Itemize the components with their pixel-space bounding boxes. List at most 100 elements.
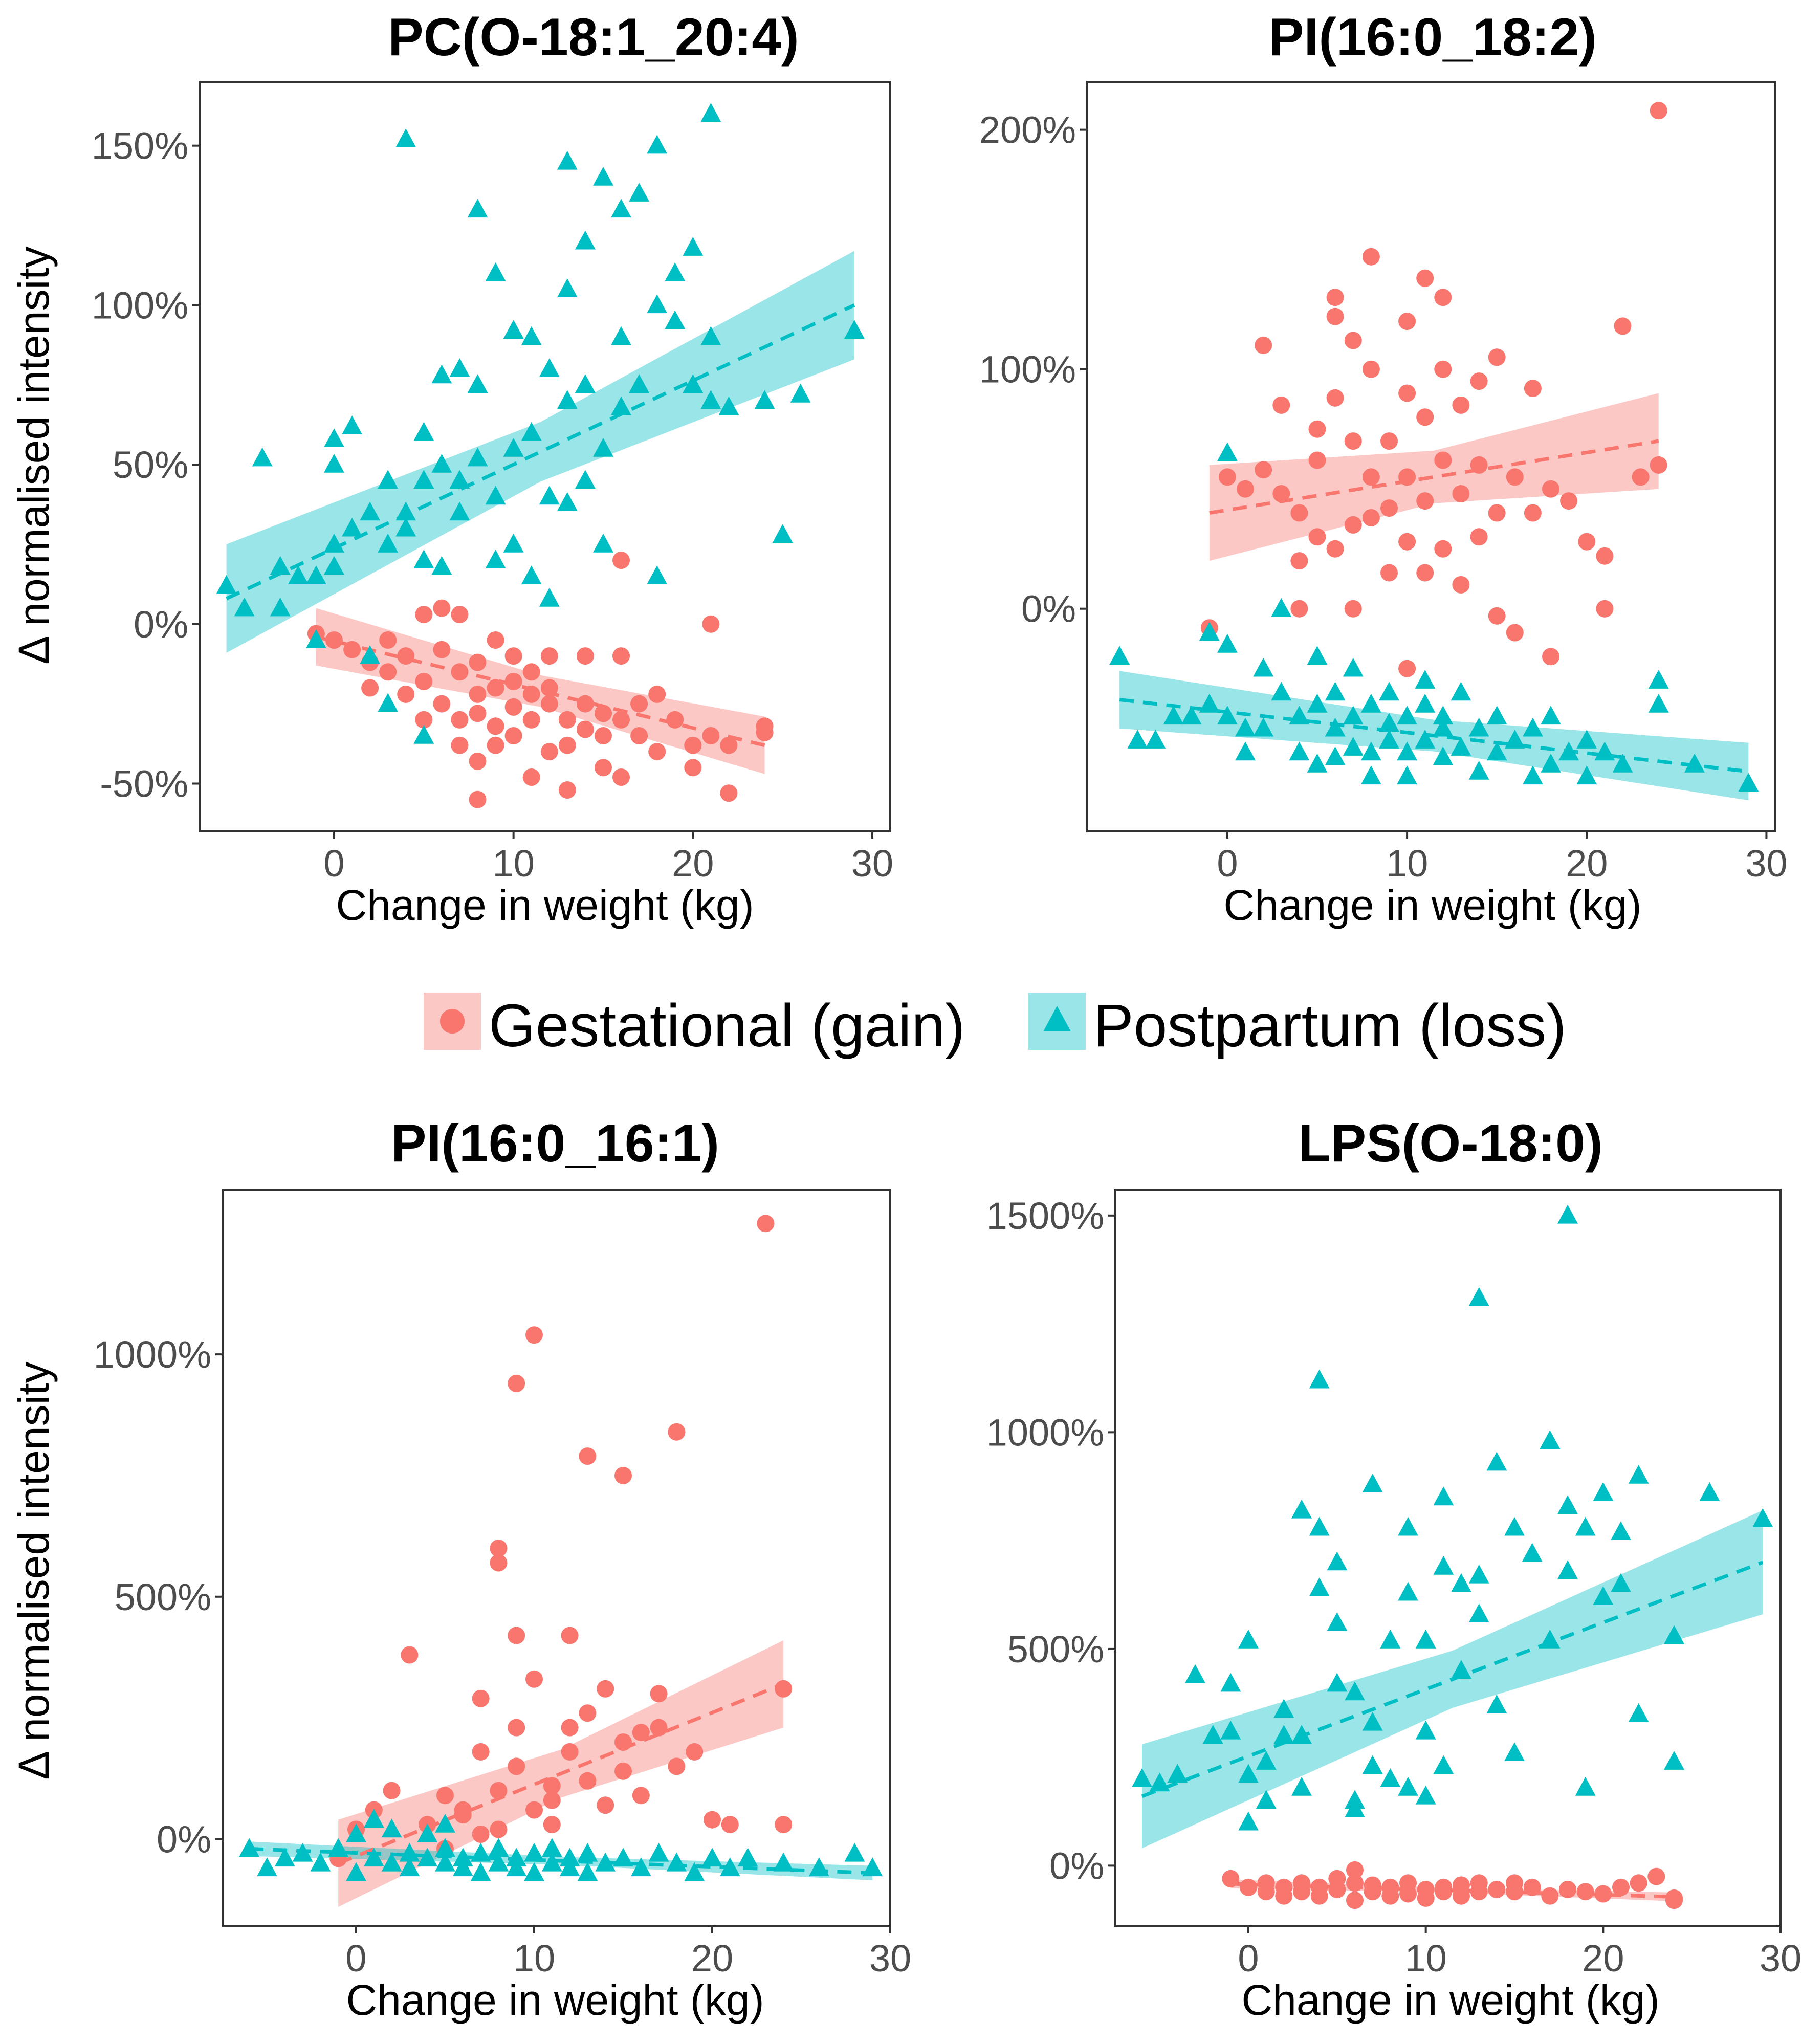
data-point	[1398, 660, 1416, 677]
data-point	[433, 695, 451, 713]
data-point	[435, 1838, 455, 1857]
data-point	[1238, 1811, 1259, 1831]
data-point	[757, 1215, 775, 1233]
data-point	[1560, 492, 1578, 510]
data-point	[665, 262, 686, 281]
data-point	[1452, 485, 1470, 502]
data-point	[1398, 1581, 1418, 1601]
data-point	[469, 685, 487, 703]
data-point	[363, 1809, 384, 1828]
data-point	[1541, 706, 1561, 725]
y-tick-label: 500%	[1007, 1628, 1104, 1671]
data-point	[595, 727, 612, 744]
data-point	[395, 501, 416, 521]
data-point	[1343, 657, 1364, 677]
data-point	[1202, 1725, 1223, 1744]
data-point	[1416, 564, 1434, 582]
data-point	[504, 673, 522, 690]
data-point	[1308, 420, 1326, 438]
data-point	[1255, 336, 1272, 354]
data-point	[1486, 1695, 1507, 1713]
data-point	[522, 685, 540, 703]
data-point	[1380, 1768, 1401, 1787]
data-point	[452, 1848, 473, 1867]
data-point	[1415, 1629, 1436, 1649]
data-point	[1307, 646, 1328, 665]
data-point	[485, 550, 506, 568]
data-point	[239, 1838, 260, 1857]
data-point	[1290, 504, 1308, 522]
data-point	[684, 1862, 705, 1881]
x-tick-label: 10	[513, 1937, 555, 1980]
data-point	[310, 1852, 331, 1872]
data-point	[503, 320, 524, 339]
y-tick-label: 0%	[1021, 588, 1076, 630]
data-point	[577, 1842, 598, 1862]
data-point	[522, 663, 540, 681]
data-point	[487, 717, 504, 735]
data-point	[1628, 1703, 1649, 1722]
data-point	[1684, 753, 1705, 773]
confidence-band	[1209, 393, 1659, 561]
data-point	[324, 533, 344, 553]
data-point	[1398, 1776, 1418, 1796]
data-point	[1576, 765, 1597, 785]
data-point	[451, 711, 469, 729]
data-point	[433, 641, 451, 658]
points	[216, 103, 865, 808]
data-point	[1256, 1790, 1277, 1809]
panel-title: PI(16:0_18:2)	[1268, 8, 1597, 67]
data-point	[595, 1852, 616, 1872]
data-point	[558, 736, 576, 754]
data-point	[668, 1757, 686, 1775]
data-point	[1506, 1874, 1523, 1892]
data-point	[1309, 1516, 1330, 1536]
points	[1109, 102, 1759, 792]
data-point	[1433, 1755, 1454, 1774]
data-point	[435, 1814, 455, 1833]
data-point	[1344, 600, 1362, 618]
data-point	[1488, 607, 1506, 625]
data-point	[1397, 765, 1417, 785]
data-point	[1523, 765, 1543, 785]
data-point	[1542, 480, 1559, 498]
data-point	[1327, 1551, 1348, 1571]
data-point	[862, 1857, 883, 1877]
data-point	[417, 1823, 438, 1842]
data-point	[431, 454, 452, 473]
data-point	[1542, 648, 1559, 666]
data-point	[790, 383, 811, 403]
data-point	[1576, 1883, 1594, 1901]
data-point	[773, 1852, 794, 1872]
data-point	[1398, 313, 1416, 331]
fit-line	[316, 635, 765, 748]
data-point	[756, 717, 774, 735]
data-point	[1345, 1681, 1365, 1701]
data-point	[1345, 1790, 1365, 1809]
x-tick-label: 0	[1217, 842, 1238, 885]
data-point	[1541, 1887, 1559, 1905]
data-point	[452, 1857, 473, 1877]
data-point	[467, 374, 488, 393]
data-point	[360, 645, 381, 664]
data-point	[1540, 1430, 1561, 1449]
data-point	[1360, 765, 1381, 785]
data-point	[1271, 598, 1292, 617]
data-point	[1557, 1560, 1578, 1579]
data-point	[630, 727, 648, 744]
data-point	[472, 1826, 490, 1843]
fit-line	[249, 1847, 873, 1875]
data-point	[1504, 1742, 1525, 1761]
data-point	[1289, 741, 1310, 761]
data-point	[467, 447, 488, 467]
data-point	[1272, 485, 1290, 502]
data-point	[469, 752, 487, 770]
data-point	[1541, 753, 1561, 773]
data-point	[216, 575, 237, 594]
data-point	[234, 597, 255, 617]
data-point	[1273, 1725, 1294, 1744]
x-axis-label: Change in weight (kg)	[336, 881, 754, 929]
data-point	[1614, 317, 1632, 335]
panel-pi-16-0-18-2: PI(16:0_18:2) 0 10 20 30 0% 100% 200% Change i…	[979, 8, 1788, 929]
data-point	[504, 647, 522, 665]
